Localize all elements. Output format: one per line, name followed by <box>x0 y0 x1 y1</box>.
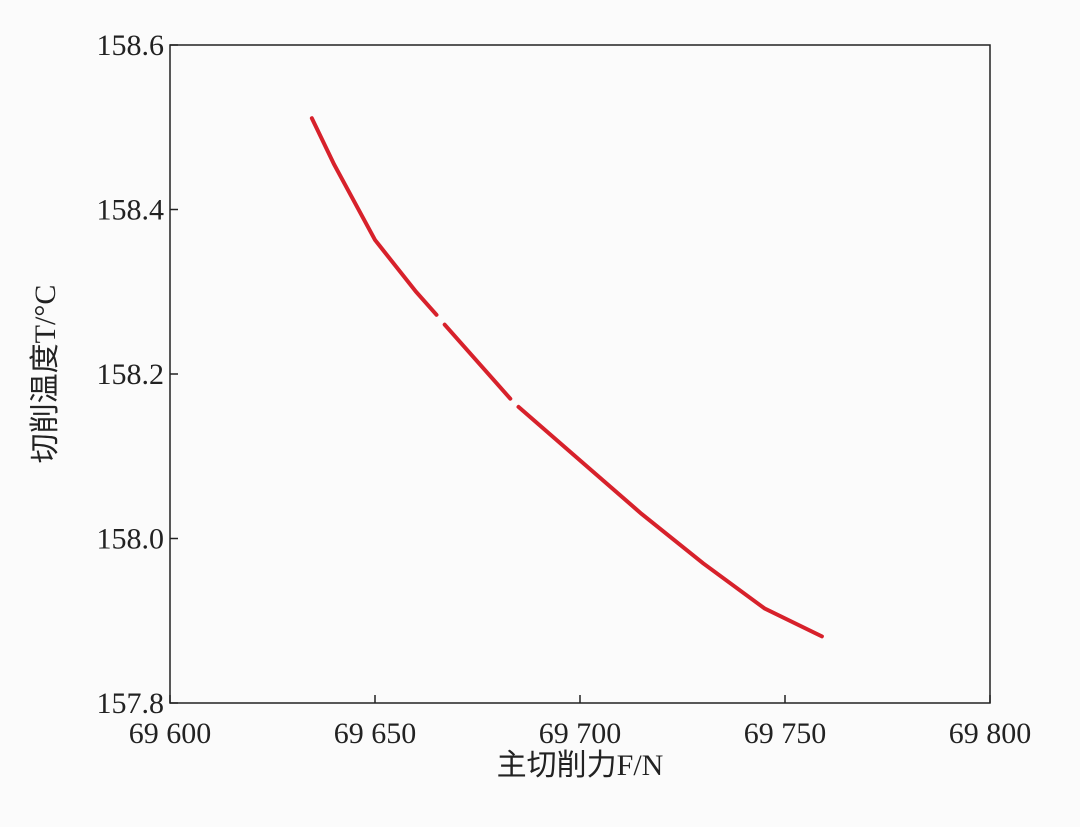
x-tick-label: 69 700 <box>539 717 622 750</box>
y-tick-label: 158.0 <box>97 523 165 556</box>
y-tick-label: 158.2 <box>97 358 165 391</box>
x-tick-label: 69 650 <box>334 717 417 750</box>
plot-frame <box>169 44 991 704</box>
x-tick-label: 69 800 <box>949 717 1032 750</box>
data-line <box>309 116 824 639</box>
y-tick-label: 157.8 <box>97 687 165 720</box>
x-axis-label: 主切削力F/N <box>497 749 664 782</box>
x-tick-label: 69 600 <box>129 717 212 750</box>
y-axis-label: 切削温度T/°C <box>29 285 62 464</box>
y-tick-label: 158.4 <box>97 194 165 227</box>
x-tick-label: 69 750 <box>744 717 827 750</box>
y-tick-label: 158.6 <box>97 29 165 62</box>
